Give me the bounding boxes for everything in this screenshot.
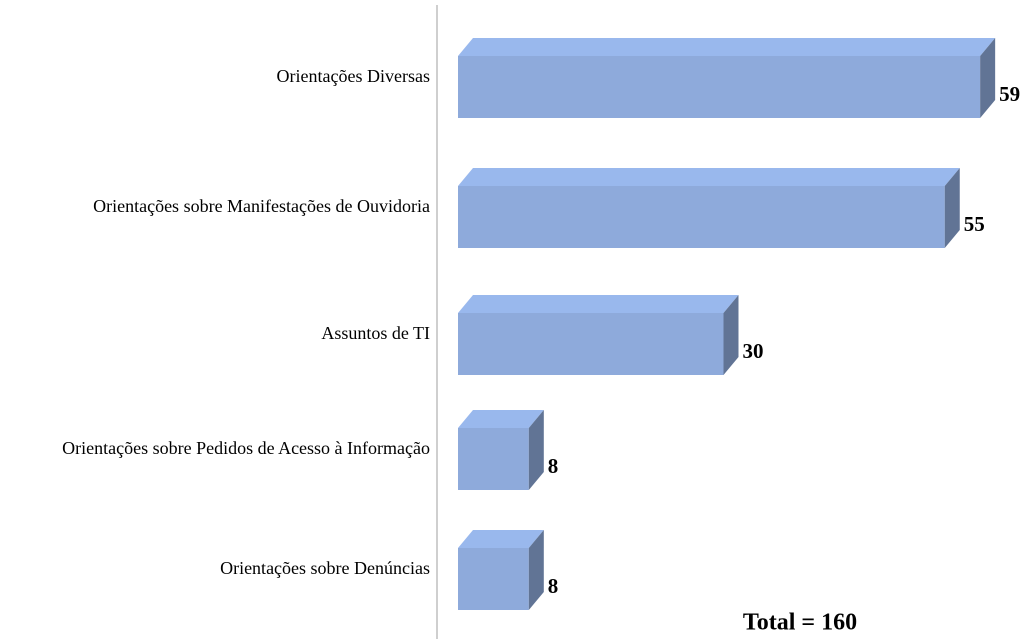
value-label: 30	[743, 339, 764, 363]
bar-front	[458, 428, 529, 490]
bar-top	[458, 530, 544, 548]
annotation: Total = 160	[743, 610, 857, 636]
bar-top	[458, 168, 960, 186]
category-label: Orientações sobre Manifestações de Ouvid…	[93, 196, 430, 216]
bar-front	[458, 56, 981, 118]
value-label: 8	[548, 574, 559, 598]
bar-front	[458, 313, 724, 375]
bar-side	[944, 168, 960, 248]
bar-side	[528, 530, 544, 610]
value-label: 8	[548, 454, 559, 478]
value-label: 59	[999, 82, 1020, 106]
value-label: 55	[964, 212, 985, 236]
bar-side	[723, 295, 739, 375]
category-label: Orientações sobre Denúncias	[220, 558, 430, 578]
bar-top	[458, 38, 996, 56]
bar-front	[458, 186, 945, 248]
category-label: Orientações sobre Pedidos de Acesso à In…	[62, 438, 430, 458]
bar-side	[528, 410, 544, 490]
bar-top	[458, 295, 739, 313]
category-label: Orientações Diversas	[277, 66, 430, 86]
bar-front	[458, 548, 529, 610]
category-label: Assuntos de TI	[321, 323, 430, 343]
bar-side	[980, 38, 996, 118]
bar-top	[458, 410, 544, 428]
